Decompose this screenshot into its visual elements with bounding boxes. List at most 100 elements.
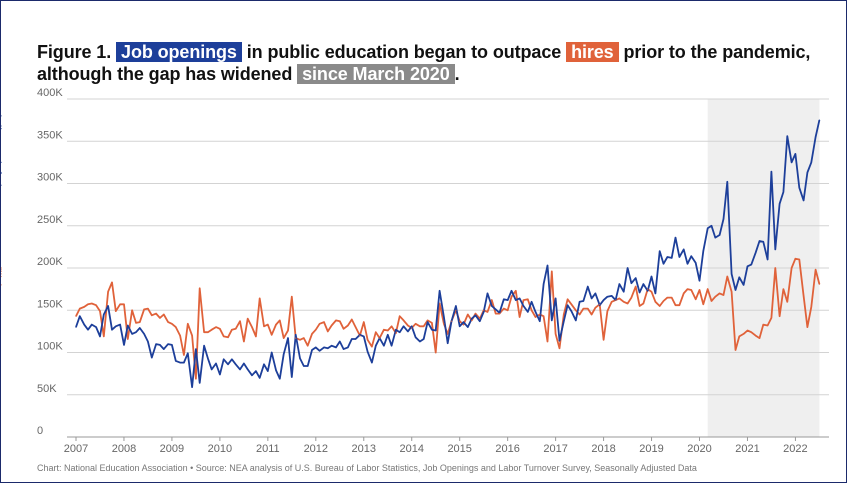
job-openings-point [435,329,437,332]
hires-point [111,281,113,283]
hires-point [303,337,305,339]
hires-point [219,328,221,330]
job-openings-point [570,310,573,312]
hires-point [423,325,425,327]
hires-point [315,329,317,331]
x-tick-label: 2019 [639,443,663,455]
job-openings-point [127,324,129,327]
job-openings-point [722,218,725,220]
hires-point [443,323,445,325]
hires-point [794,258,797,260]
job-openings-point [491,305,493,307]
hires-point [810,306,812,308]
hires-point [79,308,81,310]
job-openings-point [611,295,613,297]
hires-point [339,320,341,322]
hires-point [359,335,361,337]
job-openings-point [738,276,740,278]
job-openings-point [1,115,2,117]
job-openings-point [750,264,752,266]
job-openings-point [395,329,397,331]
hires-point [335,319,337,321]
hires-point [1,267,2,269]
job-openings-point [539,320,541,322]
job-openings-point [455,305,457,307]
job-openings-point [779,203,781,205]
job-openings-point [323,346,325,348]
job-openings-point [223,358,225,360]
hires-point [539,313,541,316]
job-openings-point [543,283,545,285]
job-openings-point [131,333,133,335]
hires-point [806,326,809,328]
hires-point [695,298,697,300]
hires-point [311,333,313,335]
job-openings-point [303,365,305,367]
hires-point [371,346,373,348]
x-tick-label: 2009 [160,443,184,455]
hires-point [798,258,800,261]
hires-point [211,329,213,331]
job-openings-point [87,329,89,331]
job-openings-point [187,352,189,354]
job-openings-point [299,357,301,359]
job-openings-point [702,250,704,252]
job-openings-point [279,378,281,380]
job-openings-point [698,280,701,282]
job-openings-point [686,263,689,265]
hires-point [519,316,521,318]
job-openings-point [503,298,505,300]
hires-point [135,322,137,324]
job-openings-point [399,331,401,333]
job-openings-point [443,316,445,318]
job-openings-point [415,336,417,338]
x-tick-label: 2022 [783,443,807,455]
job-openings-point [411,325,413,327]
hires-point [383,329,385,331]
title-mid2: prior to the pandemic, [618,42,811,62]
hires-point [195,378,197,380]
hires-point [327,330,329,332]
job-openings-point [247,368,249,370]
hires-point [151,314,153,316]
hires-point [714,296,716,298]
hires-point [375,331,377,333]
job-openings-point [794,153,797,155]
job-openings-point [575,319,577,321]
hires-point [779,315,781,317]
job-openings-point [1,172,2,174]
hires-point [447,333,449,335]
job-openings-point [95,326,97,328]
job-openings-point [714,237,716,239]
hires-point [399,315,401,317]
job-openings-point [383,345,385,347]
job-openings-point [311,349,313,351]
job-openings-point [762,241,764,243]
hires-point [746,329,749,332]
job-openings-point [690,255,692,257]
hires-point [731,291,733,293]
hires-point [251,326,253,328]
job-openings-point [551,319,553,321]
hires-point [750,331,752,333]
hires-point [507,309,509,311]
hires-point [603,339,605,341]
hires-point [474,313,477,315]
data-points [1,115,821,388]
hires-point [786,301,788,303]
x-tick-label: 2007 [64,443,88,455]
job-openings-point [375,345,377,347]
hires-point [503,308,505,310]
hires-point [702,303,704,305]
job-openings-point [639,291,641,294]
hires-point [411,327,413,329]
hires-point [207,331,209,333]
job-openings-point [767,258,769,261]
job-openings-point [515,299,517,301]
hires-point [510,296,513,298]
chart-title: Figure 1. Job openings in public educati… [37,41,837,85]
job-openings-point [467,326,469,328]
job-openings-point [798,187,800,189]
job-openings-point [91,324,93,326]
hires-point [107,291,109,293]
